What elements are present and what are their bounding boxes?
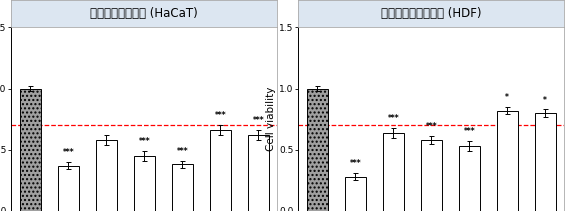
Bar: [210, 130, 231, 211]
Text: 인간피부섬유아세포 (HDF): 인간피부섬유아세포 (HDF): [381, 7, 482, 20]
Text: 인간각질형성세포 (HaCaT): 인간각질형성세포 (HaCaT): [91, 7, 198, 20]
Bar: [383, 133, 404, 211]
Y-axis label: Cell viability: Cell viability: [266, 87, 276, 151]
Bar: [421, 140, 442, 211]
Text: ***: ***: [177, 147, 188, 156]
Bar: [134, 156, 154, 211]
Text: ***: ***: [63, 148, 74, 157]
Text: ***: ***: [388, 114, 399, 123]
Bar: [96, 140, 117, 211]
Bar: [535, 113, 556, 211]
Bar: [172, 165, 193, 211]
Text: ***: ***: [214, 111, 226, 120]
Bar: [307, 89, 328, 211]
Bar: [459, 146, 480, 211]
Bar: [497, 111, 518, 211]
Bar: [248, 135, 268, 211]
Text: ***: ***: [253, 116, 264, 125]
Text: ***: ***: [139, 137, 150, 146]
Bar: [58, 166, 79, 211]
Text: ***: ***: [426, 122, 437, 131]
Text: ***: ***: [349, 159, 361, 168]
Bar: [345, 177, 366, 211]
Text: *: *: [543, 96, 547, 104]
Bar: [20, 89, 41, 211]
Text: ***: ***: [463, 127, 475, 136]
Text: *: *: [506, 93, 509, 102]
